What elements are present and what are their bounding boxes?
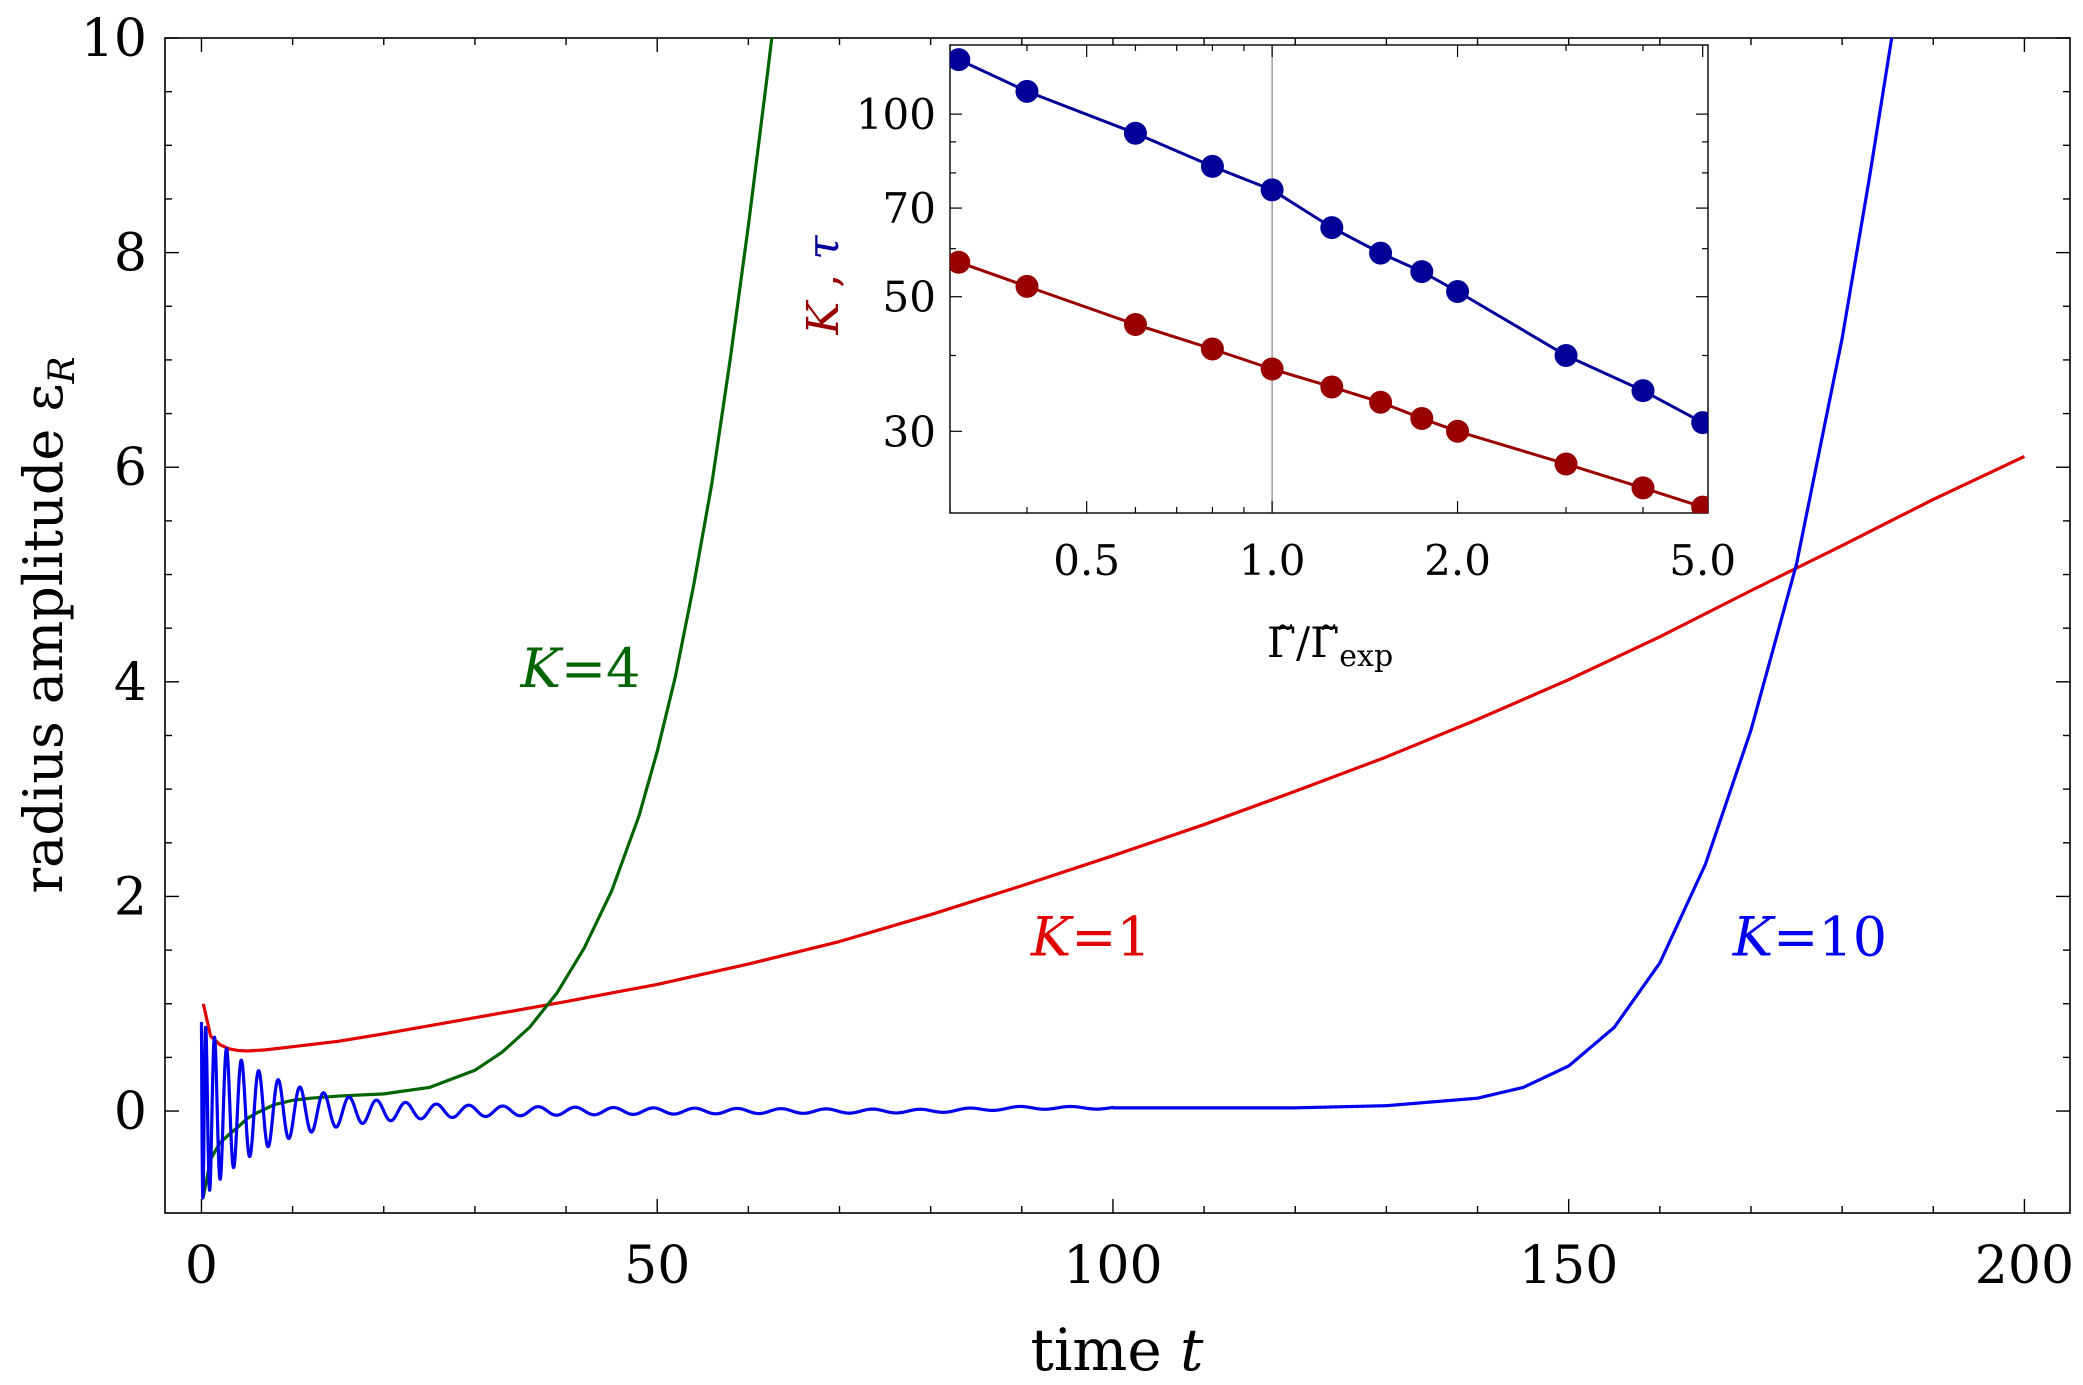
y-tick-label: 10 [81, 9, 147, 69]
inset-point-tau [1015, 79, 1039, 103]
series-line-k-1 [201, 455, 2026, 1053]
inset-point-tau [1260, 178, 1284, 202]
y-tick-label: 6 [114, 438, 147, 498]
inset-point-k [1631, 476, 1655, 500]
inset-point-k [1015, 274, 1039, 298]
inset-point-k [1200, 337, 1224, 361]
series-label-k-4: K=4 [519, 637, 640, 700]
inset-point-k [1446, 419, 1470, 443]
inset-y-tick-label: 100 [856, 90, 936, 139]
inset-line-tau [958, 58, 1704, 424]
main-plot-frame [164, 37, 2071, 1214]
x-tick-label: 50 [624, 1236, 690, 1296]
inset-series [950, 48, 1708, 513]
inset-x-tick-label: 0.5 [1053, 536, 1120, 585]
inset-x-tick-label: 1.0 [1239, 536, 1306, 585]
inset-point-tau [950, 48, 971, 72]
y-tick-label: 0 [114, 1082, 147, 1142]
inset-line-k [958, 260, 1704, 509]
inset-x-axis-label: Γ̃/Γ̃exp [1267, 618, 1393, 674]
y-tick-label: 4 [114, 653, 147, 713]
series-line-k-4 [201, 38, 774, 1198]
y-axis-label: radius amplitude εR [12, 356, 83, 893]
inset-y-tick-label: 70 [883, 184, 936, 233]
y-tick-label: 2 [114, 867, 147, 927]
inset-point-k [1554, 452, 1578, 476]
main-series-labels: K=1 K=4 K=10 [519, 637, 1887, 968]
x-tick-label: 100 [1063, 1236, 1162, 1296]
inset-point-k [1691, 495, 1708, 513]
x-tick-label: 200 [1975, 1236, 2074, 1296]
inset-point-k [1260, 357, 1284, 381]
series-label-k-10: K=10 [1732, 905, 1887, 968]
x-tick-label: 0 [185, 1236, 218, 1296]
inset-chart: 0.5 1.0 2.0 5.0 30 50 70 100 Γ̃/Γ̃exp K , τ [798, 44, 1736, 674]
inset-point-k [1320, 375, 1344, 399]
inset-point-k [950, 250, 971, 274]
inset-point-tau [1320, 216, 1344, 240]
inset-background [950, 45, 1708, 513]
inset-point-tau [1123, 121, 1147, 145]
inset-point-k [1410, 406, 1434, 430]
inset-point-tau [1691, 411, 1708, 435]
inset-point-k [1123, 312, 1147, 336]
inset-point-tau [1410, 260, 1434, 284]
inset-point-k [1369, 390, 1393, 414]
inset-point-tau [1369, 241, 1393, 265]
inset-plot-frame [949, 44, 1709, 514]
inset-axis-tick-labels: 0.5 1.0 2.0 5.0 30 50 70 100 [856, 90, 1736, 585]
y-tick-label: 8 [114, 224, 147, 284]
series-label-k-1: K=1 [1030, 905, 1151, 968]
inset-point-tau [1554, 344, 1578, 368]
inset-point-tau [1200, 154, 1224, 178]
main-chart: 0 50 100 150 200 0 2 4 6 8 10 K=1 K=4 K=10 time t ra… [12, 9, 2074, 1384]
x-tick-label: 150 [1519, 1236, 1618, 1296]
inset-y-tick-label: 50 [883, 273, 936, 322]
inset-point-tau [1446, 280, 1470, 304]
inset-y-tick-label: 30 [883, 407, 936, 456]
x-axis-label: time t [1031, 1316, 1205, 1384]
main-axis-tick-labels: 0 50 100 150 200 0 2 4 6 8 10 [81, 9, 2074, 1296]
inset-point-tau [1631, 379, 1655, 403]
inset-x-tick-label: 2.0 [1424, 536, 1491, 585]
series-line-k-10 [199, 38, 1894, 1200]
inset-y-axis-label: K , τ [798, 235, 849, 336]
main-series-lines [199, 38, 2026, 1200]
inset-x-tick-label: 5.0 [1669, 536, 1736, 585]
